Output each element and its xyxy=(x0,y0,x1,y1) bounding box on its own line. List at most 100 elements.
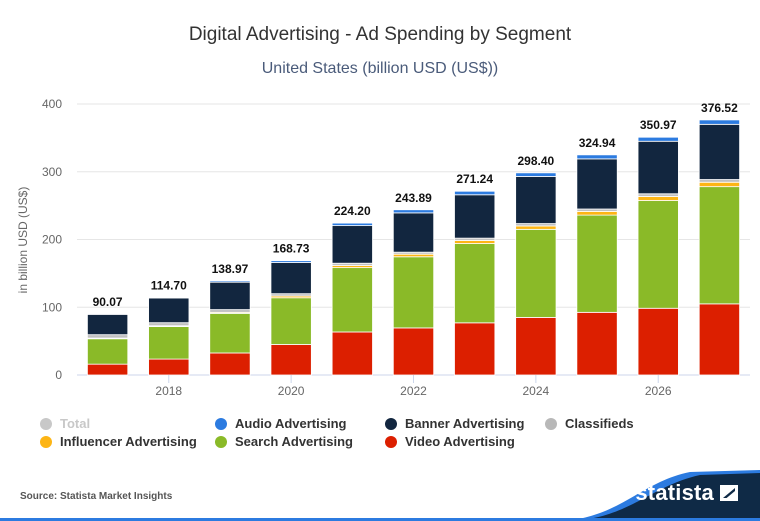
bar-segment-search-advertising[interactable] xyxy=(576,214,618,313)
legend-label: Audio Advertising xyxy=(235,416,347,431)
bar-stack-2020[interactable] xyxy=(270,260,312,376)
bar-stack-2027[interactable] xyxy=(698,119,740,376)
legend-item-classifieds[interactable]: Classifieds xyxy=(545,416,634,431)
bar-segment-classifieds[interactable] xyxy=(637,193,679,197)
bar-segment-classifieds[interactable] xyxy=(148,322,190,327)
bar-segment-audio-advertising[interactable] xyxy=(454,190,496,196)
bar-segment-search-advertising[interactable] xyxy=(270,297,312,345)
total-labels: 90.07 114.70 138.97 168.73 224.20 243.89 271.2… xyxy=(93,101,739,309)
x-tick-label: 2024 xyxy=(523,384,550,398)
bar-segment-video-advertising[interactable] xyxy=(270,344,312,376)
y-tick-label: 300 xyxy=(42,165,62,179)
bar-stack-2019[interactable] xyxy=(209,280,251,376)
bar-segment-audio-advertising[interactable] xyxy=(515,172,557,177)
bar-segment-audio-advertising[interactable] xyxy=(270,260,312,263)
bar-segment-classifieds[interactable] xyxy=(698,179,740,183)
bar-segment-audio-advertising[interactable] xyxy=(209,280,251,283)
x-axis: 2018 2020 2022 2024 2026 xyxy=(155,375,672,398)
legend-marker-icon xyxy=(215,417,227,430)
bar-segment-video-advertising[interactable] xyxy=(576,311,618,376)
bar-segment-influencer-advertising[interactable] xyxy=(637,196,679,201)
legend-item-banner-advertising[interactable]: Banner Advertising xyxy=(385,416,524,431)
bar-segment-video-advertising[interactable] xyxy=(209,352,251,376)
bar-segment-banner-advertising[interactable] xyxy=(209,281,251,311)
y-tick-label: 200 xyxy=(42,233,62,247)
legend-label: Video Advertising xyxy=(405,434,515,449)
bar-segment-banner-advertising[interactable] xyxy=(331,225,373,264)
bar-segment-audio-advertising[interactable] xyxy=(698,119,740,125)
bar-segment-search-advertising[interactable] xyxy=(698,186,740,305)
y-tick-label: 100 xyxy=(42,300,62,314)
bar-segment-search-advertising[interactable] xyxy=(87,338,129,365)
bar-stack-2022[interactable] xyxy=(392,209,435,376)
legend-label: Search Advertising xyxy=(235,434,354,449)
statista-logo[interactable]: statista xyxy=(635,480,738,506)
bar-segment-banner-advertising[interactable] xyxy=(698,123,740,180)
bar-segment-search-advertising[interactable] xyxy=(637,200,679,309)
bar-segment-video-advertising[interactable] xyxy=(454,322,496,376)
bar-stack-2021[interactable] xyxy=(331,222,373,376)
legend-item-video-advertising[interactable]: Video Advertising xyxy=(385,434,515,449)
bar-segment-video-advertising[interactable] xyxy=(392,327,435,376)
bar-segment-audio-advertising[interactable] xyxy=(637,136,679,142)
total-label: 168.73 xyxy=(273,242,310,256)
x-tick-label: 2026 xyxy=(645,384,672,398)
bar-segment-video-advertising[interactable] xyxy=(87,363,129,376)
bar-segment-video-advertising[interactable] xyxy=(637,307,679,376)
footer-band xyxy=(0,470,760,521)
bar-segment-search-advertising[interactable] xyxy=(454,243,496,324)
bar-segment-banner-advertising[interactable] xyxy=(515,176,557,224)
bar-segment-banner-advertising[interactable] xyxy=(454,194,496,239)
total-label: 376.52 xyxy=(701,101,738,115)
bar-segment-influencer-advertising[interactable] xyxy=(698,181,740,188)
bar-stack-2024[interactable] xyxy=(515,172,557,376)
bar-stack-2018[interactable] xyxy=(148,296,190,376)
bar-segment-banner-advertising[interactable] xyxy=(148,297,190,324)
bar-segment-search-advertising[interactable] xyxy=(209,312,251,354)
legend-item-search-advertising[interactable]: Search Advertising xyxy=(215,434,353,449)
legend-marker-icon xyxy=(40,435,52,448)
total-label: 243.89 xyxy=(395,191,432,205)
total-label: 90.07 xyxy=(93,295,123,309)
bar-segment-classifieds[interactable] xyxy=(209,309,251,313)
bar-segment-search-advertising[interactable] xyxy=(515,228,557,318)
bar-segment-video-advertising[interactable] xyxy=(148,358,190,376)
bar-segment-audio-advertising[interactable] xyxy=(331,222,373,227)
legend-item-total[interactable]: Total xyxy=(40,416,90,431)
bar-segment-audio-advertising[interactable] xyxy=(576,154,618,160)
bar-segment-video-advertising[interactable] xyxy=(698,303,740,376)
legend-marker-icon xyxy=(545,417,557,430)
bar-segment-search-advertising[interactable] xyxy=(148,326,190,360)
bar-segment-influencer-advertising[interactable] xyxy=(515,225,557,230)
bar-stack-2023[interactable] xyxy=(454,190,496,376)
total-label: 114.70 xyxy=(151,278,187,292)
bar-segment-video-advertising[interactable] xyxy=(331,331,373,376)
bar-segment-search-advertising[interactable] xyxy=(392,256,435,329)
bar-segment-video-advertising[interactable] xyxy=(515,317,557,376)
x-tick-label: 2022 xyxy=(400,384,427,398)
total-label: 224.20 xyxy=(334,204,371,218)
bar-segment-influencer-advertising[interactable] xyxy=(576,210,618,216)
x-tick-label: 2020 xyxy=(278,384,305,398)
bar-segment-banner-advertising[interactable] xyxy=(576,158,618,210)
legend-item-audio-advertising[interactable]: Audio Advertising xyxy=(215,416,346,431)
legend-label: Influencer Advertising xyxy=(60,434,197,449)
bar-segment-classifieds[interactable] xyxy=(87,334,129,339)
chart-subtitle: United States (billion USD (US$)) xyxy=(261,60,499,77)
bar-segment-banner-advertising[interactable] xyxy=(637,140,679,195)
bar-segment-banner-advertising[interactable] xyxy=(270,262,312,295)
bar-stack-2025[interactable] xyxy=(576,154,618,376)
chart-title: Digital Advertising - Ad Spending by Seg… xyxy=(188,24,572,45)
legend-item-influencer-advertising[interactable]: Influencer Advertising xyxy=(40,434,197,449)
bar-segment-audio-advertising[interactable] xyxy=(392,209,435,214)
bar-segment-banner-advertising[interactable] xyxy=(392,212,435,253)
source-note: Source: Statista Market Insights xyxy=(20,491,173,502)
bar-segment-search-advertising[interactable] xyxy=(331,267,373,333)
bar-stack-2026[interactable] xyxy=(637,136,679,376)
bar-segment-audio-advertising[interactable] xyxy=(148,296,190,299)
bar-segment-banner-advertising[interactable] xyxy=(87,313,129,336)
legend-label: Banner Advertising xyxy=(405,416,525,431)
bar-segment-influencer-advertising[interactable] xyxy=(454,240,496,244)
bar-stack-2017[interactable] xyxy=(87,313,129,376)
legend-marker-icon xyxy=(385,417,397,430)
